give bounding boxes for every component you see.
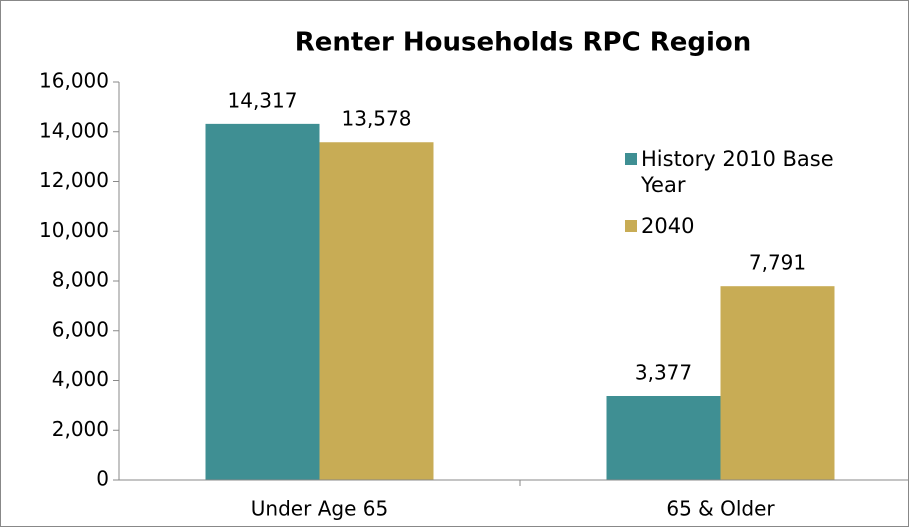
bar [205,123,320,480]
value-label: 13,578 [342,107,412,131]
x-tick-label: 65 & Older [666,497,775,521]
x-tick-label: Under Age 65 [251,497,388,521]
y-tick-label: 14,000 [39,118,109,142]
value-label: 7,791 [749,251,806,275]
bar [319,142,434,480]
value-label: 14,317 [228,88,298,112]
y-tick-label: 4,000 [52,367,109,391]
legend-label: 2040 [641,214,695,238]
y-tick-label: 10,000 [39,218,109,242]
chart-title: Renter Households RPC Region [295,28,752,58]
value-label: 3,377 [635,360,692,384]
bar [606,395,721,480]
legend-label: History 2010 Base Year [641,147,834,197]
bar [720,286,835,480]
y-tick-label: 8,000 [52,268,109,292]
y-tick-label: 16,000 [39,69,109,93]
y-tick-label: 6,000 [52,317,109,341]
legend-swatch [625,220,637,232]
y-tick-label: 0 [96,467,109,491]
legend-item: 2040 [625,213,905,239]
legend: History 2010 Base Year 2040 [625,146,905,254]
legend-swatch [625,153,637,165]
legend-item: History 2010 Base Year [625,146,905,198]
y-tick-label: 12,000 [39,168,109,192]
y-tick-label: 2,000 [52,417,109,441]
